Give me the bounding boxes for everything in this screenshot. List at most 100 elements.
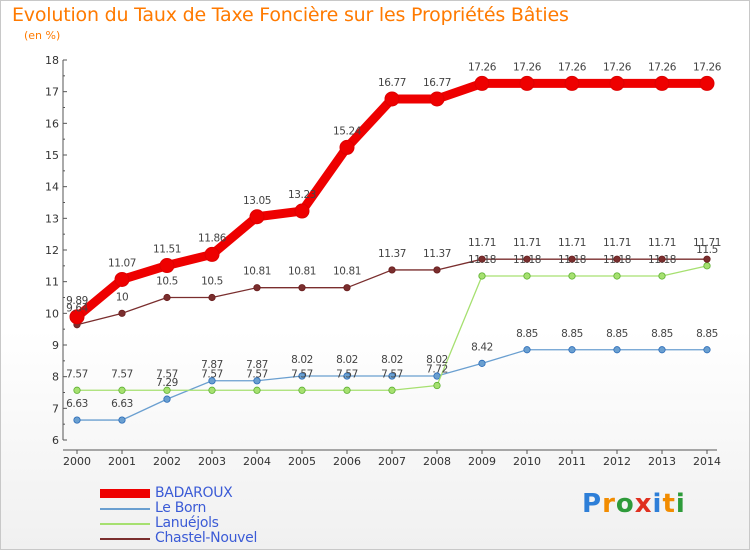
data-label: 13.05 <box>243 195 271 207</box>
data-label: 8.42 <box>471 341 493 353</box>
data-point <box>658 346 666 354</box>
y-tick-label: 17 <box>45 86 59 99</box>
legend-swatch <box>100 489 150 498</box>
data-point <box>388 266 396 274</box>
data-point <box>343 372 351 380</box>
y-tick-label: 6 <box>52 434 59 447</box>
data-point <box>343 386 351 394</box>
data-point <box>613 255 621 263</box>
data-point <box>249 209 265 225</box>
data-point <box>609 75 625 91</box>
y-tick-label: 18 <box>45 54 59 67</box>
data-point <box>613 272 621 280</box>
logo-letter: i <box>652 489 663 519</box>
data-point <box>204 246 220 262</box>
data-point <box>298 372 306 380</box>
data-label: 10.81 <box>288 266 316 278</box>
y-tick-label: 7 <box>52 402 59 415</box>
y-tick-label: 12 <box>45 244 59 257</box>
y-tick-label: 11 <box>45 276 59 289</box>
data-label: 7.57 <box>246 368 268 380</box>
legend-swatch <box>100 507 150 510</box>
data-point <box>298 284 306 292</box>
data-point <box>703 262 711 270</box>
data-label: 10.5 <box>201 276 223 288</box>
data-label: 11.71 <box>603 237 631 249</box>
data-label: 6.63 <box>111 398 133 410</box>
data-label: 6.63 <box>66 398 88 410</box>
x-tick-label: 2011 <box>558 455 586 468</box>
y-tick-label: 10 <box>45 307 59 320</box>
data-label: 17.26 <box>468 61 497 73</box>
data-point <box>523 346 531 354</box>
data-point <box>654 75 670 91</box>
data-point <box>703 346 711 354</box>
data-label: 7.57 <box>291 368 313 380</box>
data-label: 11.18 <box>468 254 496 266</box>
data-label: 17.26 <box>558 61 587 73</box>
logo-letter: P <box>582 489 603 519</box>
data-label: 11.71 <box>693 237 721 249</box>
data-label: 9.89 <box>66 295 88 307</box>
data-label: 11.5 <box>696 244 718 256</box>
data-label: 17.26 <box>603 61 632 73</box>
data-label: 8.02 <box>381 354 403 366</box>
legend-label: Le Born <box>155 500 207 516</box>
data-point <box>208 293 216 302</box>
data-label: 8.02 <box>336 354 358 366</box>
data-label: 11.37 <box>423 248 451 260</box>
data-label: 7.87 <box>246 359 268 371</box>
data-label: 8.02 <box>426 354 448 366</box>
x-tick-label: 2002 <box>153 455 181 468</box>
data-label: 7.87 <box>201 359 223 371</box>
y-tick-label: 9 <box>52 339 59 352</box>
data-point <box>163 386 171 394</box>
data-label: 11.51 <box>153 244 181 256</box>
x-tick-label: 2003 <box>198 455 226 468</box>
data-label: 7.72 <box>426 364 448 376</box>
data-point <box>208 377 216 385</box>
data-label: 11.86 <box>198 232 227 244</box>
data-point <box>658 255 666 263</box>
data-label: 8.85 <box>651 328 673 340</box>
legend-label: Chastel-Nouvel <box>155 530 258 546</box>
data-point <box>568 272 576 280</box>
x-tick-label: 2004 <box>243 455 271 468</box>
data-label: 8.85 <box>696 328 718 340</box>
data-point <box>159 258 175 274</box>
data-label: 8.02 <box>291 354 313 366</box>
data-label: 8.85 <box>606 328 628 340</box>
data-point <box>118 416 126 424</box>
data-label: 17.26 <box>693 61 722 73</box>
data-point <box>564 75 580 91</box>
data-point <box>519 75 535 91</box>
data-label: 16.77 <box>423 77 451 89</box>
x-tick-label: 2001 <box>108 455 136 468</box>
data-point <box>118 309 126 317</box>
x-tick-label: 2008 <box>423 455 451 468</box>
data-point <box>253 284 261 292</box>
data-point <box>208 386 216 394</box>
data-label: 11.71 <box>558 237 586 249</box>
data-point <box>523 272 531 280</box>
chart-title: Evolution du Taux de Taxe Foncière sur l… <box>12 4 569 26</box>
data-point <box>69 309 85 325</box>
logo-letter: x <box>634 489 653 519</box>
data-point <box>163 395 171 403</box>
data-point <box>114 271 130 287</box>
data-point <box>478 272 486 280</box>
logo-letter: r <box>602 489 616 519</box>
data-point <box>388 386 396 394</box>
y-tick-label: 16 <box>45 117 59 130</box>
data-label: 7.29 <box>156 377 178 389</box>
logo-letter: o <box>615 489 635 519</box>
x-tick-label: 2013 <box>648 455 676 468</box>
data-label: 10 <box>116 291 129 303</box>
data-point <box>433 381 441 390</box>
legend-label: BADAROUX <box>155 485 233 501</box>
legend-label: Lanuéjols <box>155 515 219 531</box>
data-label: 10.81 <box>333 266 361 278</box>
data-label: 11.37 <box>378 248 406 260</box>
data-label: 7.57 <box>381 368 403 380</box>
data-point <box>73 386 81 394</box>
